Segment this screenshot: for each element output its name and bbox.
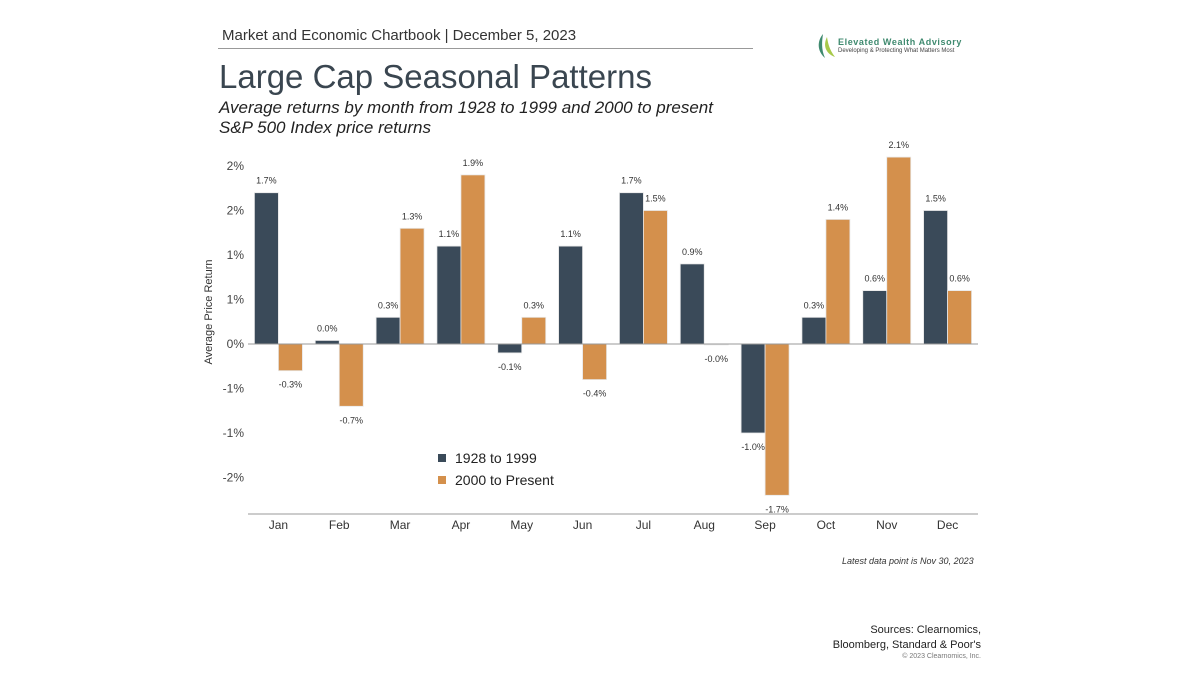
header-divider [218,48,753,49]
data-label: 1.1% [560,229,581,239]
header-text: Market and Economic Chartbook | December… [222,27,577,44]
sources-line-2: Bloomberg, Standard & Poor's [832,639,981,651]
bar-2000-present [886,156,912,345]
bar-1928-1999 [558,245,583,345]
data-label: 0.3% [523,300,544,310]
data-label: -0.3% [279,380,303,390]
bar-2000-present [947,290,972,345]
x-tick-label: Sep [754,518,776,532]
sources: Sources: Clearnomics, Bloomberg, Standar… [833,623,981,653]
subtitle-line-2: S&P 500 Index price returns [219,118,431,137]
y-tick-label: -1% [223,426,245,440]
data-label: 1.5% [645,194,666,204]
logo-tagline: Developing & Protecting What Matters Mos… [838,48,955,54]
logo-leaf-icon [818,34,835,58]
x-tick-label: Jan [269,518,288,532]
legend-label: 2000 to Present [455,472,554,488]
bar-1928-1999 [436,245,462,345]
bar-1928-1999 [679,263,705,345]
bar-1928-1999 [619,192,644,345]
data-label: 1.7% [256,176,277,186]
data-label: 0.6% [864,274,885,284]
bar-1928-1999 [740,343,766,434]
bar-1928-1999 [801,316,827,345]
x-tick-label: Feb [329,518,350,532]
data-label: -0.4% [583,389,607,399]
bar-1928-1999 [862,290,888,345]
legend-swatch [438,454,446,462]
x-tick-label: Jul [636,518,651,532]
subtitle-line-1: Average returns by month from 1928 to 19… [219,98,713,117]
data-label: 1.3% [402,211,423,221]
bar-2000-present [825,218,851,345]
y-tick-label: 1% [227,293,245,307]
copyright: © 2023 Clearnomics, Inc. [902,653,981,660]
data-label: 2.1% [888,140,909,150]
bar-2000-present [399,227,425,345]
sources-line-1: Sources: Clearnomics, [870,624,981,636]
data-label: 0.9% [682,247,703,257]
y-tick-label: 2% [227,204,245,218]
x-tick-label: May [510,518,533,532]
data-label: -1.0% [741,442,765,452]
data-note: Latest data point is Nov 30, 2023 [842,556,974,566]
data-label: 1.7% [621,176,642,186]
data-label: -0.0% [704,354,728,364]
x-tick-label: Oct [817,518,836,532]
bar-2000-present [278,343,303,372]
bar-1928-1999 [375,316,401,345]
x-tick-label: Jun [573,518,592,532]
bar-2000-present [521,316,547,345]
x-tick-label: Dec [937,518,958,532]
x-tick-label: Aug [694,518,715,532]
x-tick-label: Apr [452,518,471,532]
data-label: 1.4% [828,202,849,212]
data-label: 0.3% [804,300,825,310]
data-label: -0.1% [498,362,522,372]
y-tick-label: 0% [227,337,245,351]
y-tick-label: 1% [227,248,245,262]
y-tick-label: -1% [223,382,245,396]
bar-1928-1999 [923,210,948,345]
data-label: 1.9% [463,158,484,168]
data-label: 0.3% [378,300,399,310]
bar-1928-1999 [254,192,279,345]
bar-2000-present [764,343,790,496]
bar-1928-1999 [497,343,523,354]
data-label: -0.7% [339,415,363,425]
bar-1928-1999 [314,340,340,345]
data-label: 0.0% [317,323,338,333]
data-label: 1.5% [925,194,946,204]
y-tick-label: 2% [227,159,245,173]
page-title: Large Cap Seasonal Patterns [219,58,652,95]
subtitle: Average returns by month from 1928 to 19… [219,98,713,138]
data-label: -1.7% [765,504,789,514]
x-tick-label: Nov [876,518,897,532]
logo-name: Elevated Wealth Advisory [838,37,962,47]
legend-swatch [438,476,446,484]
legend-label: 1928 to 1999 [455,450,537,466]
bar-2000-present [643,210,668,345]
bar-2000-present [338,343,364,407]
x-tick-label: Mar [390,518,411,532]
bar-2000-present [460,174,486,345]
y-axis-label: Average Price Return [203,260,215,365]
data-label: 1.1% [439,229,460,239]
data-label: 0.6% [949,274,970,284]
y-tick-label: -2% [223,471,245,485]
bar-2000-present [582,343,607,380]
